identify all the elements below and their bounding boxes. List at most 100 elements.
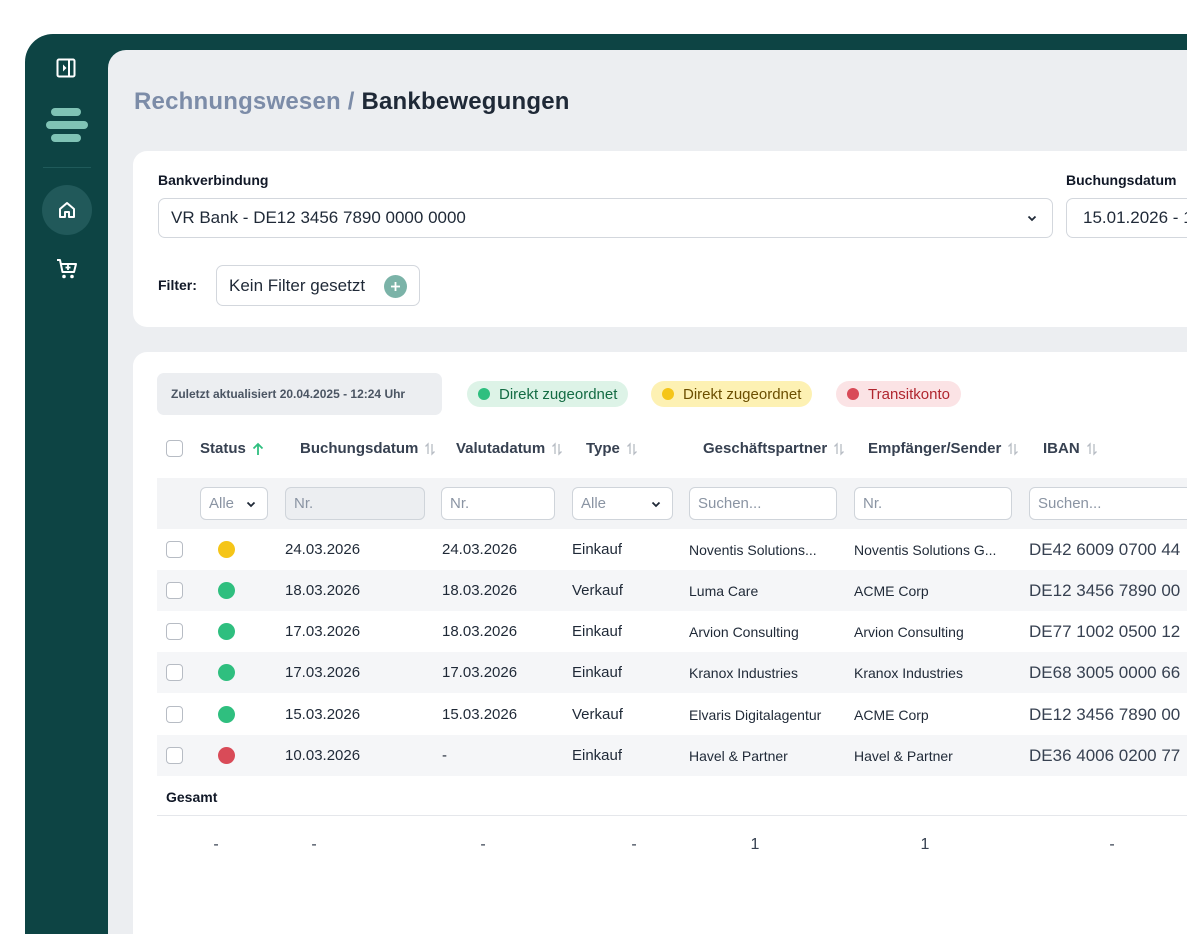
total-label: Gesamt: [166, 789, 217, 805]
filter-card: Bankverbindung VR Bank - DE12 3456 7890 …: [133, 151, 1187, 327]
filter-button-label: Kein Filter gesetzt: [229, 276, 365, 296]
type-cell: Einkauf: [572, 735, 622, 776]
iban-cell: DE12 3456 7890 00: [1029, 694, 1187, 735]
legend-label: Direkt zugeordnet: [683, 386, 801, 403]
legend-direct-green: Direkt zugeordnet: [467, 381, 628, 407]
column-header-recipient[interactable]: Empfänger/Sender: [868, 440, 1019, 457]
yellow-dot-icon: [662, 388, 674, 400]
total-iban: -: [1109, 836, 1114, 854]
value-date-cell: 24.03.2026: [442, 529, 517, 570]
booking-date-cell: 24.03.2026: [285, 529, 360, 570]
column-header-booking-date[interactable]: Buchungsdatum: [300, 440, 436, 457]
legend-direct-yellow: Direkt zugeordnet: [651, 381, 812, 407]
partner-cell: Arvion Consulting: [689, 611, 839, 652]
sidebar-item-cart[interactable]: [54, 256, 80, 282]
filter-placeholder: Suchen...: [698, 495, 761, 512]
logo[interactable]: [45, 106, 89, 146]
iban-cell: DE68 3005 0000 66: [1029, 652, 1187, 693]
sort-icon: [1086, 442, 1098, 456]
add-filter-button[interactable]: Kein Filter gesetzt: [216, 265, 420, 306]
booking-date-cell: 17.03.2026: [285, 611, 360, 652]
legend-label: Transitkonto: [868, 386, 950, 403]
iban-cell: DE36 4006 0200 77: [1029, 735, 1187, 776]
column-label: Status: [200, 440, 246, 457]
total-divider: [157, 815, 1187, 816]
recipient-filter-input[interactable]: Nr.: [854, 487, 1012, 520]
sidebar: [25, 34, 109, 934]
booking-date-filter-input[interactable]: Nr.: [285, 487, 425, 520]
column-label: Valutadatum: [456, 440, 545, 457]
table-row[interactable]: 17.03.2026 17.03.2026 Einkauf Kranox Ind…: [157, 652, 1187, 693]
value-date-cell: 17.03.2026: [442, 652, 517, 693]
page-title: Bankbewegungen: [361, 88, 569, 115]
booking-date-cell: 18.03.2026: [285, 570, 360, 611]
row-checkbox[interactable]: [166, 541, 183, 558]
booking-date-range-input[interactable]: 15.01.2026 - 1: [1066, 198, 1187, 238]
column-header-type[interactable]: Type: [586, 440, 638, 457]
row-checkbox[interactable]: [166, 706, 183, 723]
sort-icon: [626, 442, 638, 456]
app-frame: Rechnungswesen / Bankbewegungen Bankverb…: [25, 34, 1187, 934]
green-dot-icon: [478, 388, 490, 400]
column-header-partner[interactable]: Geschäftspartner: [703, 440, 845, 457]
row-checkbox[interactable]: [166, 623, 183, 640]
column-label: Type: [586, 440, 620, 457]
filter-value: Alle: [209, 495, 234, 512]
value-date-cell: 15.03.2026: [442, 694, 517, 735]
row-checkbox[interactable]: [166, 747, 183, 764]
column-header-iban[interactable]: IBAN: [1043, 440, 1098, 457]
collapse-sidebar-icon[interactable]: [56, 58, 76, 78]
partner-cell: Noventis Solutions...: [689, 529, 839, 570]
sort-ascending-icon: [252, 442, 264, 456]
value-date-cell: 18.03.2026: [442, 611, 517, 652]
row-checkbox[interactable]: [166, 582, 183, 599]
value-date-cell: -: [442, 735, 447, 776]
sidebar-divider: [43, 167, 91, 168]
booking-date-value: 15.01.2026 - 1: [1083, 208, 1187, 228]
table-row[interactable]: 15.03.2026 15.03.2026 Verkauf Elvaris Di…: [157, 694, 1187, 735]
total-status: -: [213, 836, 218, 854]
value-date-filter-input[interactable]: Nr.: [441, 487, 555, 520]
select-all-checkbox[interactable]: [166, 440, 183, 457]
recipient-cell: ACME Corp: [854, 570, 1014, 611]
bank-account-label: Bankverbindung: [158, 172, 268, 188]
type-filter-select[interactable]: Alle: [572, 487, 673, 520]
status-green-icon: [218, 664, 235, 681]
recipient-cell: Havel & Partner: [854, 735, 1014, 776]
total-recipient: 1: [921, 836, 930, 854]
status-red-icon: [218, 747, 235, 764]
bank-account-value: VR Bank - DE12 3456 7890 0000 0000: [171, 208, 466, 228]
iban-cell: DE12 3456 7890 00: [1029, 570, 1187, 611]
breadcrumb-separator: /: [341, 88, 362, 115]
status-filter-select[interactable]: Alle: [200, 487, 268, 520]
bank-account-select[interactable]: VR Bank - DE12 3456 7890 0000 0000: [158, 198, 1053, 238]
sort-icon: [1007, 442, 1019, 456]
table-row[interactable]: 24.03.2026 24.03.2026 Einkauf Noventis S…: [157, 529, 1187, 570]
partner-search-input[interactable]: Suchen...: [689, 487, 837, 520]
column-label: Buchungsdatum: [300, 440, 418, 457]
partner-cell: Luma Care: [689, 570, 839, 611]
recipient-cell: Arvion Consulting: [854, 611, 1014, 652]
total-type: -: [631, 836, 636, 854]
column-label: Geschäftspartner: [703, 440, 827, 457]
type-cell: Einkauf: [572, 529, 622, 570]
filter-value: Alle: [581, 495, 606, 512]
column-label: Empfänger/Sender: [868, 440, 1001, 457]
column-header-value-date[interactable]: Valutadatum: [456, 440, 563, 457]
recipient-cell: Kranox Industries: [854, 652, 1014, 693]
status-green-icon: [218, 623, 235, 640]
table-row[interactable]: 18.03.2026 18.03.2026 Verkauf Luma Care …: [157, 570, 1187, 611]
column-header-status[interactable]: Status: [200, 440, 264, 457]
table-row[interactable]: 10.03.2026 - Einkauf Havel & Partner Hav…: [157, 735, 1187, 776]
main-content: Rechnungswesen / Bankbewegungen Bankverb…: [108, 50, 1187, 934]
booking-date-label: Buchungsdatum: [1066, 172, 1176, 188]
table-row[interactable]: 17.03.2026 18.03.2026 Einkauf Arvion Con…: [157, 611, 1187, 652]
iban-search-input[interactable]: Suchen...: [1029, 487, 1187, 520]
sidebar-item-home[interactable]: [42, 185, 92, 235]
row-checkbox[interactable]: [166, 664, 183, 681]
red-dot-icon: [847, 388, 859, 400]
iban-cell: DE42 6009 0700 44: [1029, 529, 1187, 570]
booking-date-cell: 17.03.2026: [285, 652, 360, 693]
home-icon: [57, 200, 77, 220]
breadcrumb-parent[interactable]: Rechnungswesen: [134, 88, 341, 115]
